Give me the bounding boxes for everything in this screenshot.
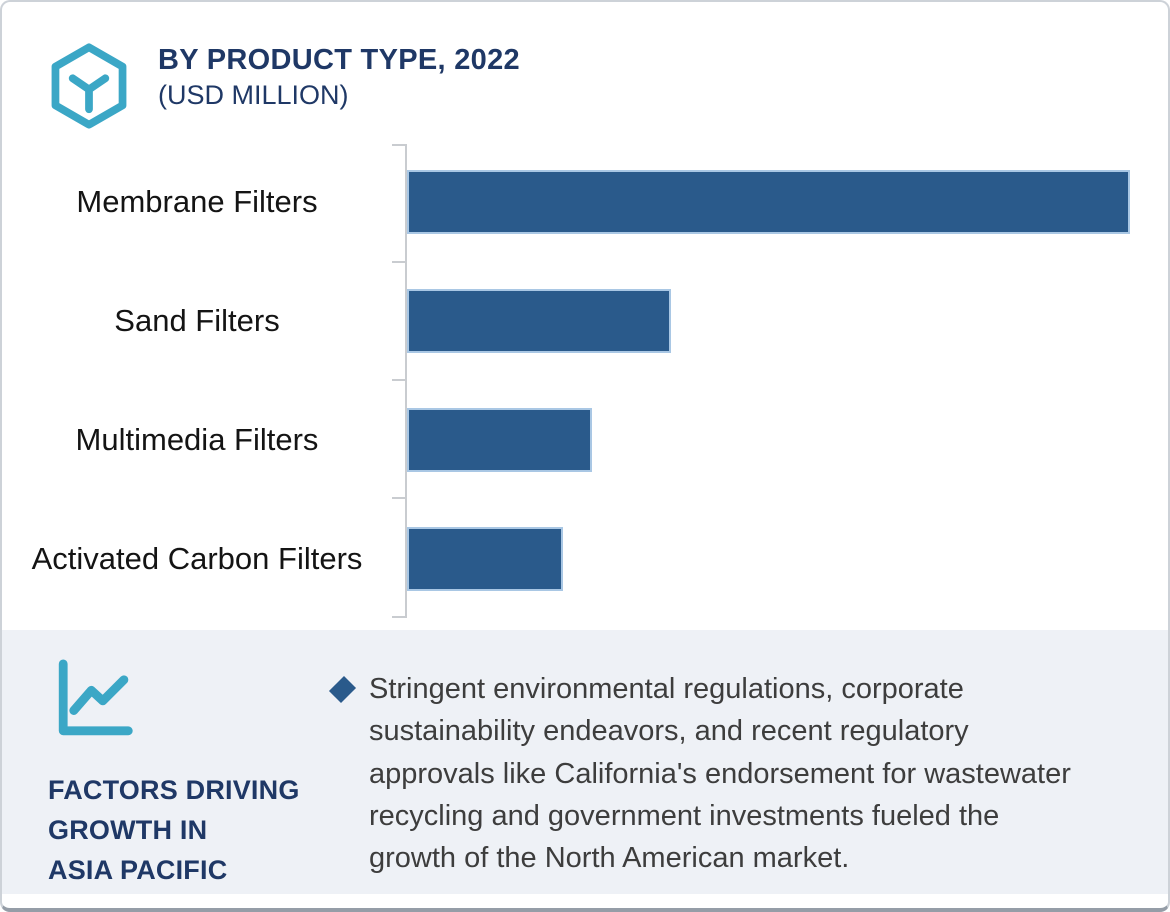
bar-activated-carbon-filters	[407, 526, 564, 591]
bar-track	[407, 407, 1130, 472]
hex-cube-icon	[46, 40, 132, 137]
category-label: Sand Filters	[114, 302, 280, 338]
bar-chart: Membrane Filters Sand Filters Multimedia…	[2, 142, 1162, 618]
axis-tick	[392, 616, 406, 618]
factors-bullet-row: Stringent environmental regulations, cor…	[328, 630, 1168, 894]
bar-sand-filters	[407, 288, 671, 353]
category-label: Activated Carbon Filters	[31, 540, 363, 576]
factors-heading-line: ASIA PACIFIC	[48, 854, 228, 885]
chart-row: Multimedia Filters	[2, 380, 1162, 499]
category-label: Multimedia Filters	[75, 421, 319, 457]
bar-multimedia-filters	[407, 407, 593, 472]
factors-panel: FACTORS DRIVING GROWTH IN ASIA PACIFIC S…	[2, 630, 1168, 894]
factors-panel-left: FACTORS DRIVING GROWTH IN ASIA PACIFIC	[2, 630, 334, 894]
chart-header: BY PRODUCT TYPE, 2022 (USD MILLION)	[46, 38, 520, 137]
factors-heading-line: GROWTH IN	[48, 814, 208, 845]
chart-title: BY PRODUCT TYPE, 2022	[158, 44, 520, 76]
bar-track	[407, 169, 1130, 234]
category-label: Membrane Filters	[76, 183, 318, 219]
chart-titles: BY PRODUCT TYPE, 2022 (USD MILLION)	[158, 38, 520, 113]
chart-rows: Membrane Filters Sand Filters Multimedia…	[2, 142, 1162, 618]
bar-track	[407, 526, 1130, 591]
diamond-bullet-icon	[328, 675, 357, 704]
factors-heading: FACTORS DRIVING GROWTH IN ASIA PACIFIC	[48, 771, 334, 891]
chart-row: Sand Filters	[2, 261, 1162, 380]
category-axis-line	[405, 144, 407, 618]
factors-bullet-text: Stringent environmental regulations, cor…	[369, 673, 1071, 875]
line-chart-icon	[48, 659, 140, 748]
axis-tick	[392, 261, 406, 263]
chart-subtitle: (USD MILLION)	[158, 80, 349, 111]
axis-tick	[392, 379, 406, 381]
bar-membrane-filters	[407, 169, 1130, 234]
bar-track	[407, 288, 1130, 353]
factors-heading-line: FACTORS DRIVING	[48, 775, 300, 805]
axis-tick	[392, 497, 406, 499]
axis-tick	[392, 144, 406, 146]
chart-row: Activated Carbon Filters	[2, 499, 1162, 618]
chart-row: Membrane Filters	[2, 142, 1162, 261]
